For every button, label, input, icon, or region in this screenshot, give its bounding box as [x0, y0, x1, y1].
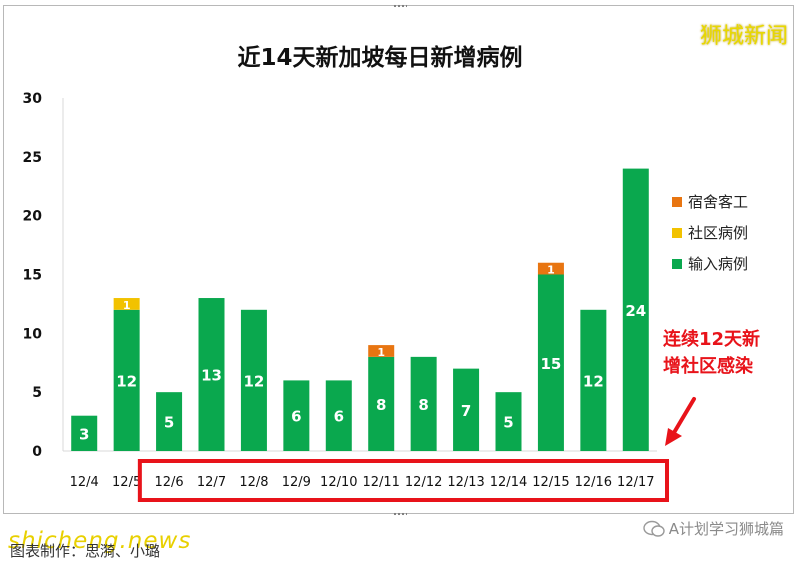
x-tick-label: 12/4 — [70, 475, 99, 490]
legend-label: 宿舍客工 — [688, 193, 748, 211]
y-tick-label: 0 — [32, 444, 42, 460]
bar-data-label: 7 — [461, 402, 471, 420]
bar-data-label: 6 — [334, 408, 344, 426]
wechat-icon — [643, 520, 665, 537]
x-tick-label: 12/12 — [405, 475, 442, 490]
x-tick-label: 12/5 — [112, 475, 141, 490]
bar-data-label: 13 — [201, 367, 222, 385]
annotation-text: 增社区感染 — [663, 355, 754, 377]
bar-data-label: 5 — [503, 414, 513, 432]
legend-label: 输入病例 — [688, 255, 748, 273]
bar-imported — [71, 415, 98, 451]
y-tick-label: 15 — [23, 268, 42, 284]
legend-swatch — [672, 259, 682, 269]
y-tick-label: 30 — [23, 91, 43, 107]
x-tick-label: 12/7 — [197, 475, 226, 490]
bar-data-label: 15 — [540, 355, 561, 373]
x-tick-label: 12/9 — [282, 475, 311, 490]
bar-data-label: 8 — [376, 396, 386, 414]
bar-data-label: 5 — [164, 414, 174, 432]
x-tick-label: 12/13 — [447, 475, 484, 490]
x-tick-label: 12/17 — [617, 475, 654, 490]
bar-dorm — [537, 262, 564, 275]
annotation-arrow-shaft — [670, 397, 696, 438]
x-tick-label: 12/6 — [154, 475, 183, 490]
x-tick-label: 12/8 — [239, 475, 268, 490]
site-watermark: shicheng.news — [8, 528, 192, 554]
y-tick-label: 25 — [23, 150, 42, 166]
annotation-text: 连续12天新 — [663, 328, 760, 350]
bar-data-label: 12 — [583, 372, 604, 390]
x-tick-label: 12/16 — [575, 475, 612, 490]
bar-imported — [325, 380, 352, 451]
bar-imported — [198, 298, 225, 451]
bar-data-label: 24 — [625, 302, 646, 320]
resize-handle-bottom[interactable] — [393, 512, 407, 516]
bar-imported — [537, 274, 564, 451]
annotation-arrow-head — [665, 428, 682, 446]
y-tick-label: 5 — [32, 385, 42, 401]
legend-swatch — [672, 228, 682, 238]
bar-imported — [283, 380, 310, 451]
bar-data-label: 3 — [79, 425, 89, 443]
bar-data-label: 12 — [116, 372, 137, 390]
bar-dorm — [368, 345, 395, 357]
resize-handle-top[interactable] — [393, 4, 407, 8]
bar-imported — [453, 368, 480, 451]
brand-watermark: 狮城新闻 — [699, 24, 788, 49]
x-tick-label: 12/15 — [532, 475, 569, 490]
bar-imported — [410, 356, 437, 451]
bar-imported — [495, 392, 522, 451]
legend-label: 社区病例 — [688, 224, 748, 242]
bar-data-label: 1 — [547, 264, 555, 277]
x-tick-label: 12/14 — [490, 475, 527, 490]
x-tick-label: 12/11 — [362, 475, 399, 490]
bar-data-label: 6 — [291, 408, 301, 426]
bar-imported — [113, 309, 140, 451]
bar-imported — [240, 309, 267, 451]
bar-imported — [368, 356, 395, 451]
y-tick-label: 20 — [23, 209, 43, 225]
y-tick-label: 10 — [23, 326, 43, 342]
bar-imported — [156, 392, 183, 451]
bar-community — [113, 298, 140, 310]
wechat-account: A计划学习狮城篇 — [643, 518, 784, 539]
bar-data-label: 12 — [243, 372, 264, 390]
bar-data-label: 8 — [418, 396, 428, 414]
bar-data-label: 1 — [377, 346, 385, 359]
bar-data-label: 1 — [123, 299, 131, 312]
chart-title: 近14天新加坡每日新增病例 — [237, 45, 523, 71]
bar-imported — [622, 168, 649, 451]
chart-credit-caption: 图表制作：思漪、小璐 — [10, 542, 161, 560]
wechat-account-name: A计划学习狮城篇 — [668, 520, 784, 538]
x-tick-label: 12/10 — [320, 475, 357, 490]
highlight-box — [137, 459, 670, 502]
legend-swatch — [672, 197, 682, 207]
bar-imported — [580, 309, 607, 451]
